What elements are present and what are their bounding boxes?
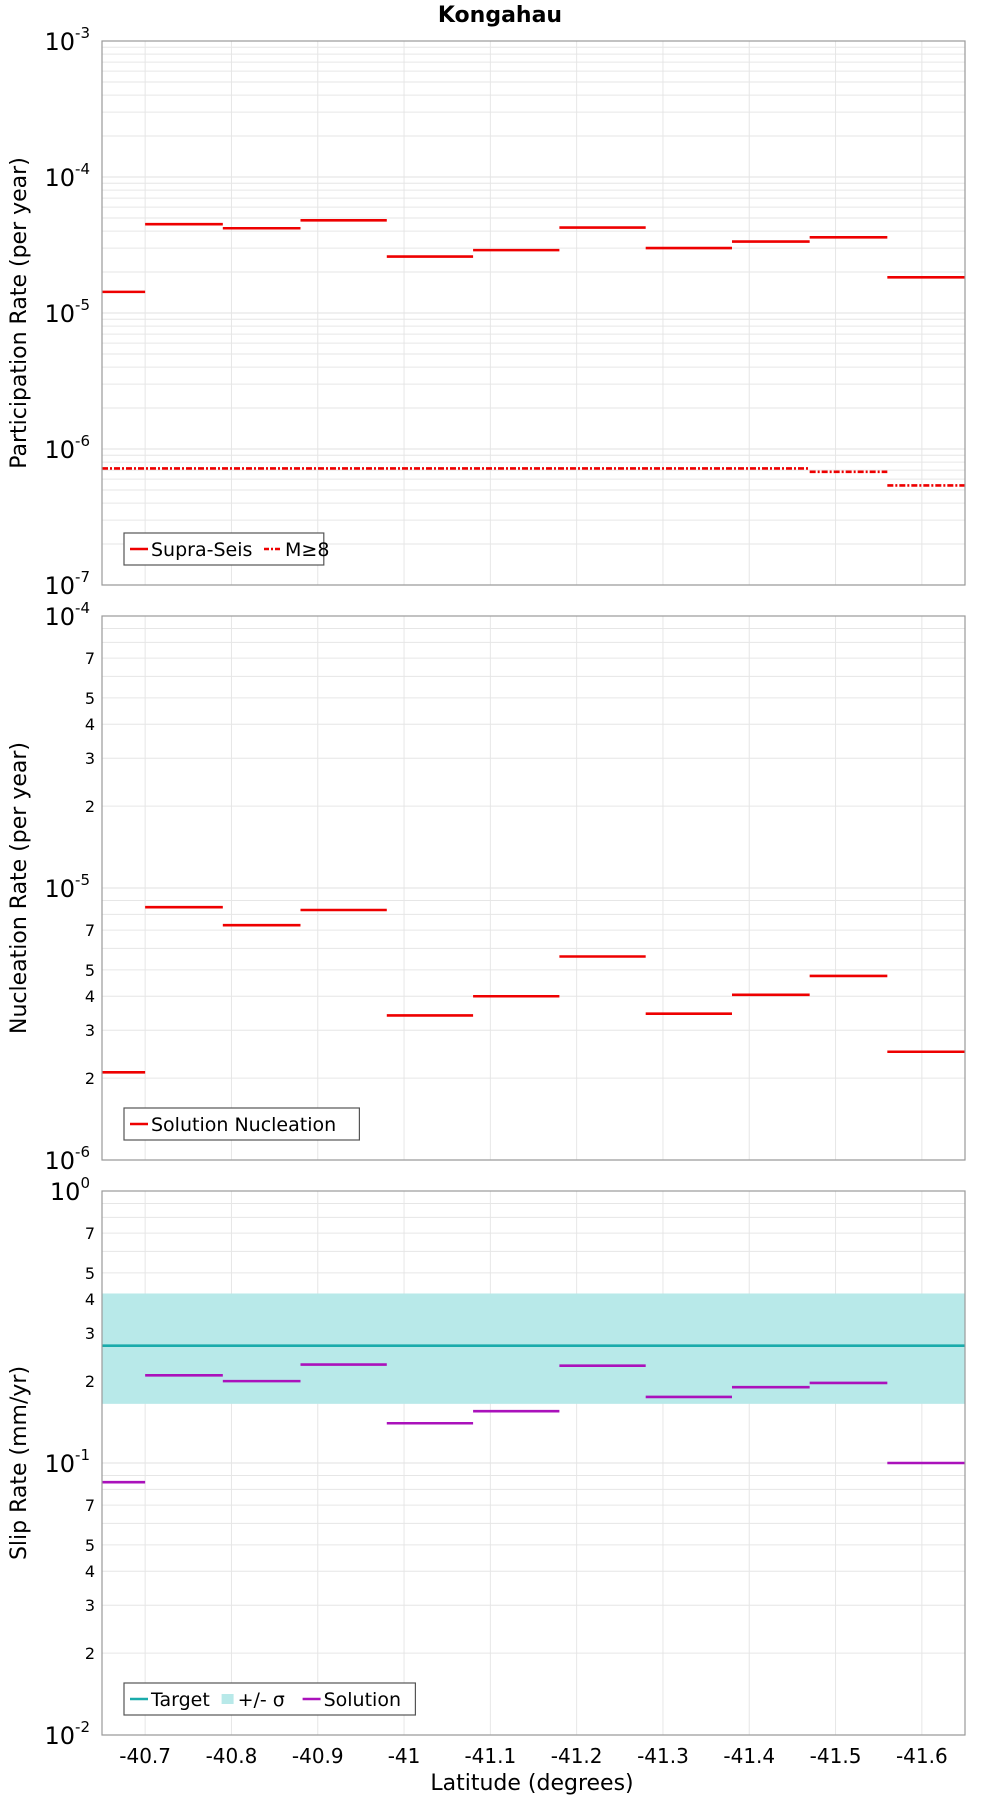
legend-label: Supra-Seis (151, 539, 252, 561)
y-axis-label: Nucleation Rate (per year) (7, 742, 32, 1034)
x-tick-label: -41.2 (551, 1744, 603, 1768)
y-tick-label: 10-1 (44, 1446, 90, 1478)
legend: Target +/- σ Solution (123, 1682, 416, 1716)
y-tick-minor-label: 2 (85, 1069, 95, 1088)
y-tick-minor-label: 7 (85, 921, 95, 940)
sigma-band (102, 1293, 965, 1404)
y-tick-minor-label: 4 (85, 1562, 95, 1581)
y-tick-label: 10-6 (44, 432, 90, 464)
x-tick-label: -41.3 (637, 1744, 689, 1768)
x-axis-label: Latitude (degrees) (430, 1771, 633, 1796)
legend: Solution Nucleation (123, 1107, 360, 1141)
y-tick-minor-label: 4 (85, 1290, 95, 1309)
y-tick-minor-label: 7 (85, 1224, 95, 1243)
legend: Supra-Seis M≥8 (123, 532, 329, 566)
plot-frame (101, 40, 966, 586)
chart-title: Kongahau (438, 3, 562, 28)
legend-box (123, 532, 325, 566)
y-tick-minor-label: 2 (85, 1644, 95, 1663)
legend-label: Target (150, 1689, 210, 1711)
y-tick-minor-label: 3 (85, 1324, 95, 1343)
chart-panels: 10-3 10-4 10-5 10-6 10-7 Participation Rate (… (7, 24, 966, 1768)
x-tick-label: -40.7 (119, 1744, 171, 1768)
y-tick-minor-label: 3 (85, 749, 95, 768)
y-tick-minor-label: 5 (85, 689, 95, 708)
y-tick-label: 10-5 (44, 296, 90, 328)
y-tick-minor-label: 5 (85, 1536, 95, 1555)
y-tick-minor-label: 4 (85, 715, 95, 734)
y-tick-label: 10-4 (44, 599, 90, 631)
panel-3: 100 10-1 10-2 7 5 4 3 2 7 5 4 3 2 Slip Rate (mm/yr) Ta… (7, 1174, 966, 1750)
x-tick-label: -41.6 (896, 1744, 948, 1768)
x-tick-label: -41 (388, 1744, 421, 1768)
y-axis-label: Participation Rate (per year) (7, 157, 32, 469)
y-tick-minor-label: 5 (85, 1264, 95, 1283)
panel-2: 10-4 10-5 10-6 7 5 4 3 2 7 5 4 3 2 Nucleation Rate (p… (7, 599, 966, 1175)
y-tick-minor-label: 2 (85, 1372, 95, 1391)
x-tick-label: -41.4 (723, 1744, 775, 1768)
legend-swatch (221, 1694, 234, 1704)
y-tick-label: 10-7 (44, 568, 90, 600)
legend-label: M≥8 (285, 539, 329, 561)
y-tick-minor-label: 7 (85, 649, 95, 668)
legend-label: +/- σ (238, 1689, 285, 1711)
y-tick-minor-label: 4 (85, 987, 95, 1006)
y-tick-label: 10-5 (44, 871, 90, 903)
y-tick-label: 10-4 (44, 160, 90, 192)
y-tick-label: 100 (50, 1174, 90, 1206)
legend-box (123, 1682, 416, 1716)
y-tick-label: 10-6 (44, 1143, 90, 1175)
y-tick-minor-label: 5 (85, 961, 95, 980)
x-tick-label: -41.1 (464, 1744, 516, 1768)
y-axis-label: Slip Rate (mm/yr) (7, 1366, 32, 1560)
x-tick-label: -41.5 (810, 1744, 862, 1768)
legend-box (123, 1107, 360, 1141)
y-tick-label: 10-3 (44, 24, 90, 56)
y-tick-minor-label: 2 (85, 797, 95, 816)
plot-frame (101, 615, 966, 1161)
y-tick-minor-label: 3 (85, 1596, 95, 1615)
y-tick-minor-label: 3 (85, 1021, 95, 1040)
x-tick-label: -40.9 (292, 1744, 344, 1768)
legend-label: Solution Nucleation (151, 1114, 336, 1136)
y-tick-label: 10-2 (44, 1718, 90, 1750)
plot-frame (101, 1190, 966, 1736)
y-tick-minor-label: 7 (85, 1496, 95, 1515)
panel-1: 10-3 10-4 10-5 10-6 10-7 Participation Rate (… (7, 24, 966, 600)
x-tick-label: -40.8 (206, 1744, 258, 1768)
legend-label: Solution (324, 1689, 401, 1711)
